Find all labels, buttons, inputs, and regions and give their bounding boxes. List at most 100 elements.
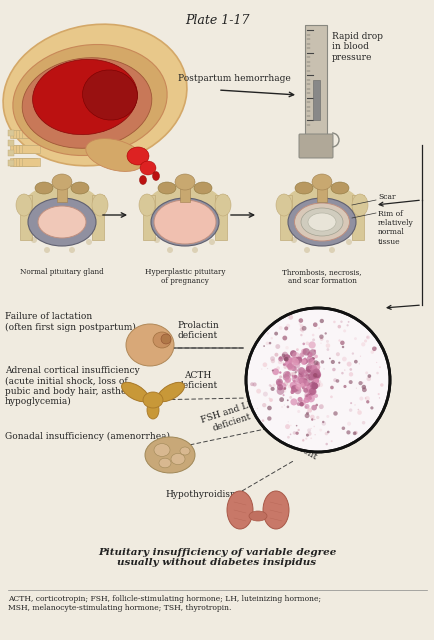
Circle shape (291, 375, 293, 377)
Bar (312, 80, 319, 120)
Ellipse shape (294, 182, 312, 194)
Text: Adrenal cortical insufficiency
(acute initial shock, loss of
pubic and body hair: Adrenal cortical insufficiency (acute in… (5, 366, 143, 406)
Circle shape (275, 378, 282, 385)
Circle shape (271, 369, 273, 371)
Circle shape (341, 426, 345, 430)
Ellipse shape (248, 511, 266, 521)
Circle shape (262, 362, 266, 367)
Circle shape (319, 335, 323, 339)
Circle shape (318, 383, 322, 387)
Circle shape (345, 239, 351, 245)
Circle shape (283, 365, 286, 369)
Circle shape (313, 426, 314, 428)
Circle shape (311, 333, 314, 336)
Circle shape (346, 422, 350, 426)
Circle shape (319, 429, 322, 431)
Circle shape (299, 381, 305, 388)
Circle shape (310, 374, 316, 379)
Circle shape (298, 369, 301, 372)
Bar (316, 180, 326, 202)
Bar (19, 130, 37, 138)
Circle shape (306, 359, 311, 364)
Circle shape (266, 406, 271, 410)
Circle shape (280, 362, 283, 364)
Circle shape (357, 409, 358, 410)
Circle shape (300, 374, 304, 378)
Circle shape (313, 349, 315, 352)
Circle shape (353, 337, 356, 340)
Bar (57, 180, 67, 202)
Circle shape (351, 353, 353, 355)
Circle shape (346, 362, 351, 367)
Circle shape (277, 360, 281, 364)
Circle shape (312, 357, 314, 360)
Circle shape (246, 308, 389, 452)
Circle shape (305, 387, 309, 391)
Circle shape (290, 391, 293, 394)
Circle shape (348, 380, 352, 384)
Circle shape (346, 324, 348, 326)
Circle shape (303, 382, 310, 388)
Circle shape (84, 229, 90, 235)
Circle shape (299, 378, 302, 383)
Circle shape (330, 360, 334, 364)
Ellipse shape (154, 444, 170, 456)
Text: ACTH, corticotropin; FSH, follicle-stimulating hormone; LH, luteinizing hormone;: ACTH, corticotropin; FSH, follicle-stimu… (8, 595, 320, 612)
Circle shape (309, 349, 316, 356)
Bar (16, 158, 34, 166)
Circle shape (309, 359, 314, 365)
Circle shape (290, 237, 296, 243)
Circle shape (301, 330, 303, 333)
Circle shape (31, 237, 37, 243)
Circle shape (311, 373, 315, 376)
Circle shape (284, 376, 290, 383)
Text: Thrombosis, necrosis,
and scar formation: Thrombosis, necrosis, and scar formation (282, 268, 361, 285)
Bar (8, 150, 14, 156)
Circle shape (313, 371, 320, 378)
Circle shape (342, 385, 346, 388)
Circle shape (365, 336, 368, 339)
Circle shape (320, 360, 323, 364)
Circle shape (293, 375, 296, 378)
Circle shape (309, 390, 313, 394)
Circle shape (293, 384, 296, 387)
Circle shape (302, 348, 309, 356)
Circle shape (304, 404, 309, 409)
Circle shape (266, 332, 268, 335)
Bar (279, 195, 291, 240)
Circle shape (269, 398, 273, 402)
Circle shape (307, 408, 312, 412)
Ellipse shape (22, 58, 151, 148)
Circle shape (314, 382, 319, 388)
Circle shape (287, 364, 293, 370)
Circle shape (348, 372, 352, 376)
Circle shape (305, 438, 307, 440)
Circle shape (256, 388, 260, 394)
Bar (351, 195, 363, 240)
Circle shape (287, 358, 293, 364)
Circle shape (352, 431, 356, 435)
Circle shape (360, 342, 365, 346)
Circle shape (287, 385, 291, 388)
Circle shape (349, 368, 352, 371)
Ellipse shape (13, 44, 167, 156)
Ellipse shape (33, 60, 137, 134)
Bar (22, 158, 40, 166)
Ellipse shape (16, 194, 32, 216)
Ellipse shape (35, 182, 53, 194)
Circle shape (266, 368, 268, 369)
Circle shape (299, 324, 303, 328)
Circle shape (324, 332, 326, 335)
Circle shape (361, 421, 365, 424)
Circle shape (340, 372, 343, 374)
Circle shape (289, 433, 291, 435)
Circle shape (321, 404, 322, 406)
Circle shape (295, 381, 299, 385)
Circle shape (263, 345, 264, 347)
Circle shape (277, 380, 280, 382)
Circle shape (281, 352, 287, 358)
Circle shape (270, 387, 274, 391)
Circle shape (279, 397, 283, 402)
Circle shape (293, 387, 301, 394)
Circle shape (312, 371, 319, 377)
